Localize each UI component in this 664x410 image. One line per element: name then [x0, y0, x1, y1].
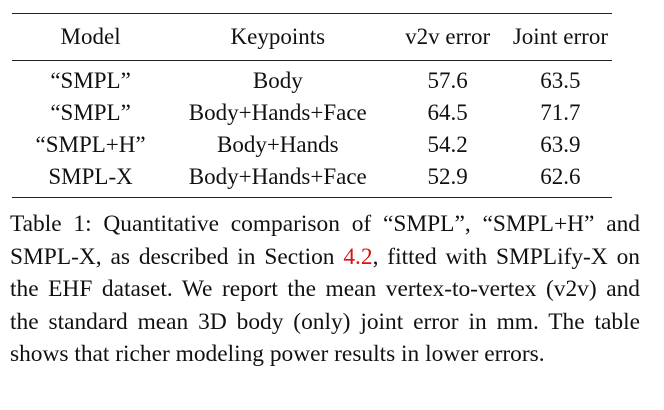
table-header: Model Keypoints v2v error Joint error	[12, 13, 612, 61]
table-cell: 52.9	[427, 164, 468, 189]
table-row: “SMPL” Body+Hands+Face 64.5 71.7	[12, 97, 612, 129]
header-cell: Joint error	[512, 24, 608, 49]
table-row: SMPL-X Body+Hands+Face 52.9 62.6	[12, 161, 612, 198]
table-cell: 57.6	[427, 68, 468, 93]
header-cell: Keypoints	[230, 24, 326, 49]
table-cell: Body	[252, 68, 303, 93]
header-cell: Model	[60, 24, 121, 49]
header-row: Model Keypoints v2v error Joint error	[12, 13, 612, 61]
table-cell: Body+Hands	[217, 132, 339, 157]
results-table: Model Keypoints v2v error Joint error “S…	[12, 13, 612, 198]
caption: Table 1: Quantitative comparison of “SMP…	[10, 208, 640, 371]
table-cell: SMPL-X	[48, 164, 133, 189]
table-cell: Body+Hands+Face	[188, 164, 367, 189]
table-cell: 71.7	[540, 100, 581, 125]
table-cell: 62.6	[540, 164, 581, 189]
table-body: “SMPL” Body 57.6 63.5 “SMPL” Body+Hands+Face 6…	[12, 61, 612, 198]
caption-text: , fitted with SMPLify-X on the EHF datas…	[10, 243, 640, 368]
section-ref[interactable]: 4.2	[343, 243, 373, 270]
header-cell: v2v error	[405, 24, 491, 49]
table-cell: “SMPL+H”	[35, 132, 146, 157]
table-cell: “SMPL”	[50, 68, 131, 93]
table-cell: “SMPL”	[50, 100, 131, 125]
table-row: “SMPL+H” Body+Hands 54.2 63.9	[12, 129, 612, 161]
table-cell: 63.9	[540, 132, 581, 157]
table-cell: Body+Hands+Face	[188, 100, 367, 125]
table-cell: 54.2	[427, 132, 468, 157]
table-row: “SMPL” Body 57.6 63.5	[12, 61, 612, 98]
table-cell: 63.5	[540, 68, 581, 93]
caption-text: Table 1: Quantitative comparison of “SMP…	[10, 211, 640, 270]
table-cell: 64.5	[427, 100, 468, 125]
